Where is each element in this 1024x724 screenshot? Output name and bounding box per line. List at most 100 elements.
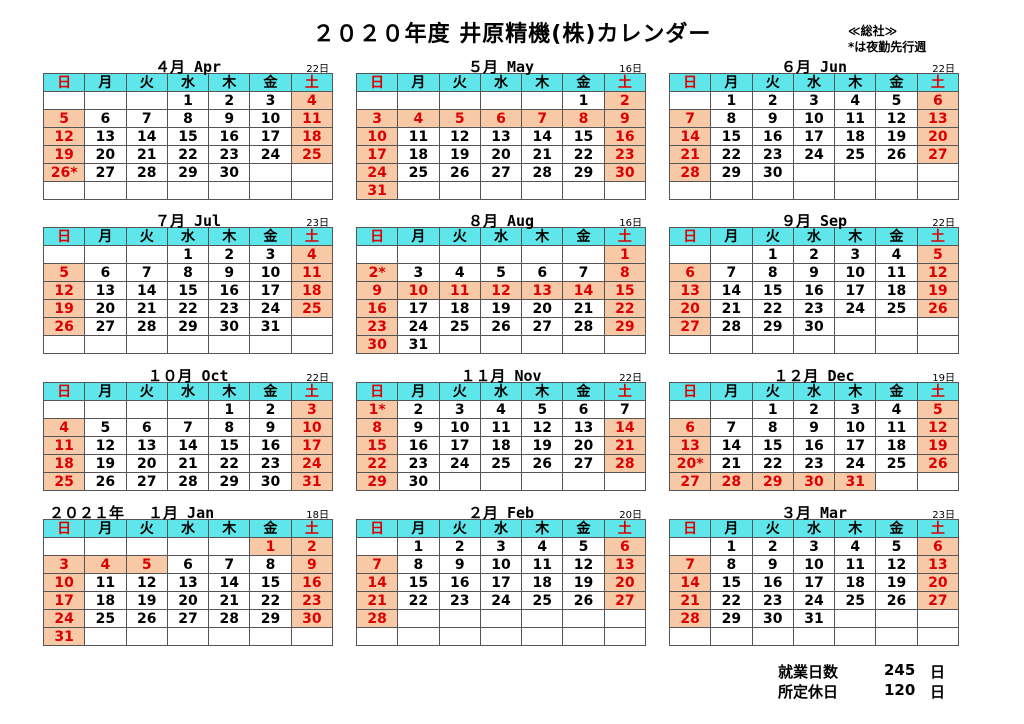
calendar-title: ２０２０年度 井原精機(株)カレンダー <box>312 22 712 47</box>
day-cell: 29 <box>249 609 292 628</box>
weekday-header: 木 <box>208 73 251 92</box>
empty-cell <box>84 245 127 264</box>
week-row: 24 25 26 27 28 29 30 <box>42 609 334 628</box>
day-cell: 6 <box>166 555 210 574</box>
empty-cell <box>792 335 836 354</box>
weekday-header: 月 <box>710 382 753 401</box>
weekday-header-row: 日月火水木金土 <box>355 73 647 92</box>
day-cell: 18 <box>875 281 918 300</box>
week-row <box>668 335 960 354</box>
month-header: １２月 Dec 19日 <box>669 366 959 385</box>
day-cell: 30 <box>290 609 334 628</box>
day-cell: 12 <box>42 127 86 146</box>
empty-cell <box>875 335 918 354</box>
weekday-header-row: 日月火水木金土 <box>668 73 960 92</box>
working-days-count: 22日 <box>932 218 955 229</box>
day-cell: 24 <box>834 299 877 318</box>
day-cell: 20 <box>562 436 605 455</box>
week-row: 31 <box>355 181 647 200</box>
day-cell: 12 <box>84 436 127 455</box>
empty-cell <box>710 335 753 354</box>
empty-cell <box>479 245 523 264</box>
empty-cell <box>249 335 292 354</box>
day-cell: 17 <box>834 281 877 300</box>
empty-cell <box>84 400 127 419</box>
empty-cell <box>208 181 251 200</box>
empty-cell <box>521 335 564 354</box>
week-row <box>668 627 960 646</box>
week-row: 12 13 14 15 16 17 18 <box>42 127 334 146</box>
week-row: 7 8 9 10 11 12 13 <box>355 555 647 574</box>
month-title: ９月 Sep <box>780 212 848 230</box>
summary-working-days: 就業日数 245 日 <box>778 661 978 681</box>
day-cell: 24 <box>397 317 440 336</box>
empty-cell <box>249 163 292 182</box>
week-row: 28 29 30 31 <box>668 609 960 628</box>
empty-cell <box>438 335 481 354</box>
day-cell: 11 <box>397 127 440 146</box>
weekday-header: 月 <box>710 73 753 92</box>
month-header: ２月 Feb 20日 <box>356 503 646 522</box>
day-cell: 3 <box>249 91 292 110</box>
day-cell: 31 <box>792 609 836 628</box>
day-cell: 25 <box>875 299 918 318</box>
working-days-count: 22日 <box>306 64 329 75</box>
day-cell: 27 <box>562 454 605 473</box>
day-cell: 26* <box>42 163 86 182</box>
day-cell: 21 <box>668 591 712 610</box>
empty-cell <box>479 91 523 110</box>
week-row: 23 24 25 26 27 28 29 <box>355 317 647 336</box>
month-table: 日月火水木金土 1 2 3 4 5 6 7 8 9 10 11 12 13 14 15 16 17 18 19 20 21… <box>42 519 334 646</box>
day-cell: 11 <box>84 573 127 592</box>
day-cell: 4 <box>875 400 918 419</box>
day-cell: 11 <box>875 263 918 282</box>
day-cell: 12 <box>42 281 86 300</box>
empty-cell <box>668 181 712 200</box>
day-cell: 20 <box>84 145 127 164</box>
day-cell: 5 <box>438 109 481 128</box>
weekday-header: 木 <box>208 519 251 538</box>
month-calendar: ６月 Jun 22日日月火水木金土 1 2 3 4 5 6 7 8 9 10 11 12 13 14 15 16 1… <box>668 57 960 200</box>
month-table: 日月火水木金土 1 2 3 4 5 6 7 8 9 10 11 12 13 14 15 16 17 18 19 20 21… <box>355 519 647 646</box>
day-cell: 19 <box>84 454 127 473</box>
day-cell: 28 <box>521 163 564 182</box>
day-cell: 3 <box>438 400 481 419</box>
day-cell: 15 <box>355 436 399 455</box>
day-cell: 19 <box>438 145 481 164</box>
day-cell: 23 <box>397 454 440 473</box>
day-cell: 30 <box>208 317 251 336</box>
empty-cell <box>397 91 440 110</box>
day-cell: 27 <box>84 317 127 336</box>
month-title: ４月 Apr <box>154 58 222 76</box>
day-cell: 25 <box>84 609 127 628</box>
day-cell: 28 <box>668 609 712 628</box>
day-cell: 27 <box>668 317 712 336</box>
weekday-header-row: 日月火水木金土 <box>355 382 647 401</box>
empty-cell <box>875 317 918 336</box>
day-cell: 28 <box>208 609 251 628</box>
day-cell: 6 <box>916 537 960 556</box>
empty-cell <box>668 537 712 556</box>
day-cell: 2 <box>792 245 836 264</box>
empty-cell <box>397 181 440 200</box>
day-cell: 11 <box>834 555 877 574</box>
day-cell: 16 <box>249 436 292 455</box>
day-cell: 29 <box>751 472 794 491</box>
weekday-header-row: 日月火水木金土 <box>42 73 334 92</box>
day-cell: 12 <box>125 573 168 592</box>
empty-cell <box>603 627 647 646</box>
weekday-header: 日 <box>42 382 86 401</box>
month-title: ２０２１年 １月 Jan <box>49 504 215 522</box>
empty-cell <box>125 335 168 354</box>
month-title: ６月 Jun <box>780 58 848 76</box>
day-cell: 4 <box>479 400 523 419</box>
day-cell: 29 <box>166 317 210 336</box>
day-cell: 2 <box>249 400 292 419</box>
empty-cell <box>397 609 440 628</box>
empty-cell <box>397 245 440 264</box>
day-cell: 11 <box>438 281 481 300</box>
empty-cell <box>875 181 918 200</box>
empty-cell <box>562 245 605 264</box>
